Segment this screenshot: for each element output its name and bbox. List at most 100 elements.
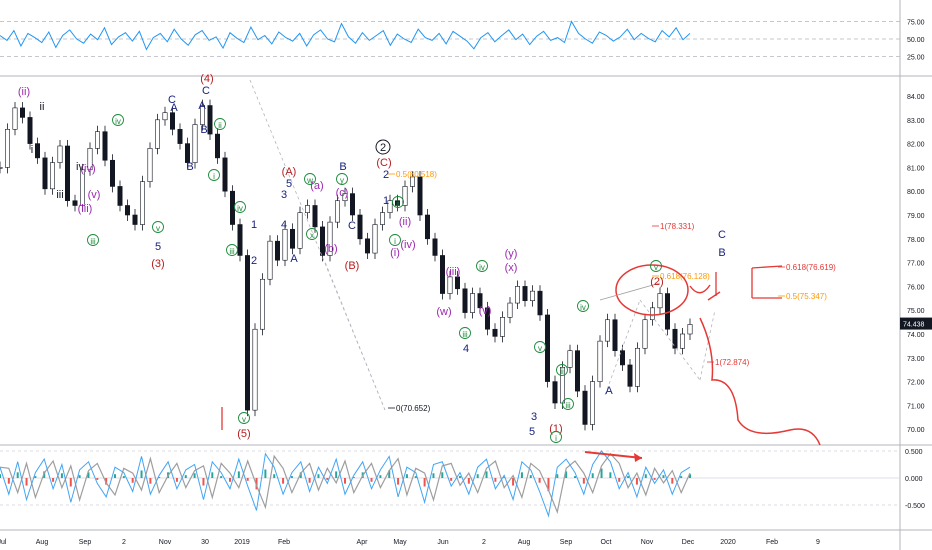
x-axis-label: 2020 <box>720 539 736 546</box>
wave-label: 5 <box>529 426 535 438</box>
candle-body <box>237 224 243 256</box>
price-scale-label: 83.00 <box>907 118 925 125</box>
wave-label-circle <box>476 260 488 272</box>
fib-level-label: 1(72.874) <box>715 358 750 367</box>
rsi-line <box>0 20 691 51</box>
wave-label-circle <box>550 431 562 443</box>
candle-body <box>155 119 161 149</box>
wave-label: 2 <box>383 169 389 181</box>
price-scale-label: 82.00 <box>907 142 925 149</box>
candle-body <box>192 124 198 163</box>
wave-label: (iii) <box>446 266 461 278</box>
last-price-tag <box>900 317 932 330</box>
candle-body <box>200 105 206 125</box>
wave-label: (c) <box>336 187 349 199</box>
candle-body <box>87 148 93 171</box>
wave-label: (B) <box>345 260 360 272</box>
rsi-scale-label: 75.00 <box>907 20 925 27</box>
wave-label-circle <box>87 234 99 246</box>
candle-body <box>12 107 18 130</box>
candle-body <box>432 238 438 256</box>
candle-body <box>672 328 678 349</box>
wave-label: (2) <box>650 276 663 288</box>
wave-label: iii <box>229 247 235 256</box>
wave-label-circle <box>392 196 404 208</box>
candle-body <box>147 148 153 182</box>
candle-body <box>80 169 86 206</box>
x-axis-label: 30 <box>201 539 209 546</box>
wave-label: v <box>156 224 160 233</box>
candle-body <box>514 286 520 304</box>
candle-body <box>634 347 640 387</box>
wave-label: iv <box>580 303 586 312</box>
candle-body <box>394 200 400 206</box>
price-scale-label: 74.00 <box>907 332 925 339</box>
projection-line <box>639 299 701 381</box>
wave-label: (b) <box>324 243 337 255</box>
wave-label-circle <box>112 114 124 126</box>
candle-body <box>619 350 625 366</box>
candle-body <box>185 143 191 163</box>
candle-body <box>582 390 588 425</box>
wave-label: 2 <box>380 142 386 154</box>
wave-label: i <box>394 237 396 246</box>
wave-label: 4 <box>281 219 287 231</box>
wave-label-circle <box>234 201 246 213</box>
candle-body <box>447 276 453 294</box>
rsi-scale-label: 50.00 <box>907 37 925 44</box>
wave-label: ii <box>218 121 222 130</box>
candle-body <box>95 131 101 149</box>
candle-body <box>27 117 33 144</box>
fib-level-label: 0.618(76.619) <box>786 263 836 272</box>
wave-label-circle <box>152 221 164 233</box>
wave-label: B <box>718 247 725 259</box>
candle-body <box>245 255 251 411</box>
candle-body <box>274 240 280 261</box>
candle-body <box>627 364 633 387</box>
wave-label: (y) <box>505 248 518 260</box>
candle-body <box>424 214 430 240</box>
wave-label: (w) <box>436 306 451 318</box>
wave-label: (3) <box>151 258 164 270</box>
wave-label-circle <box>650 260 662 272</box>
wave-label: B <box>339 161 346 173</box>
rsi-pane: 75.00 50.00 25.00 <box>0 20 925 62</box>
wave-label: (i) <box>390 247 400 259</box>
wave-label-circle <box>214 118 226 130</box>
wave-label: v <box>654 263 658 272</box>
candle-body <box>132 214 138 225</box>
candle-body <box>327 221 333 256</box>
wave-label: (v) <box>479 305 492 317</box>
candle-body <box>417 176 423 216</box>
fib-level-label: 1(78.331) <box>660 222 695 231</box>
wave-label: (x) <box>505 262 518 274</box>
candle-body <box>529 290 535 301</box>
wave-label: (5) <box>237 428 250 440</box>
projection-line <box>604 299 641 396</box>
wave-label: C <box>202 85 210 97</box>
candle-body <box>252 328 258 411</box>
candle-body <box>49 162 55 190</box>
candle-body <box>282 228 288 261</box>
wave-label-circle <box>304 173 316 185</box>
divergence-arrow <box>584 451 643 459</box>
wave-label: B <box>186 161 193 173</box>
candle-body <box>334 200 340 223</box>
wave-label: i <box>31 144 33 156</box>
candle-body <box>102 131 108 161</box>
candle-body <box>162 112 168 121</box>
wave-label: iii <box>90 237 96 246</box>
wave-label: iv <box>115 117 121 126</box>
candle-body <box>170 112 176 130</box>
x-axis-label: 9 <box>816 539 820 546</box>
candle-body <box>42 157 48 190</box>
wave-label: w <box>306 176 313 185</box>
annotation-layer: 0.5(80.518) 1(78.331) 0(70.652) 0.618(76.12… <box>18 73 836 446</box>
wave-label-circle <box>534 341 546 353</box>
wave-label: (iv) <box>400 239 415 251</box>
wave-label: x <box>310 231 314 240</box>
fib-level-label: 0.5(75.347) <box>786 292 827 301</box>
rsi-scale-label: 25.00 <box>907 55 925 62</box>
price-scale-label: 75.00 <box>907 308 925 315</box>
